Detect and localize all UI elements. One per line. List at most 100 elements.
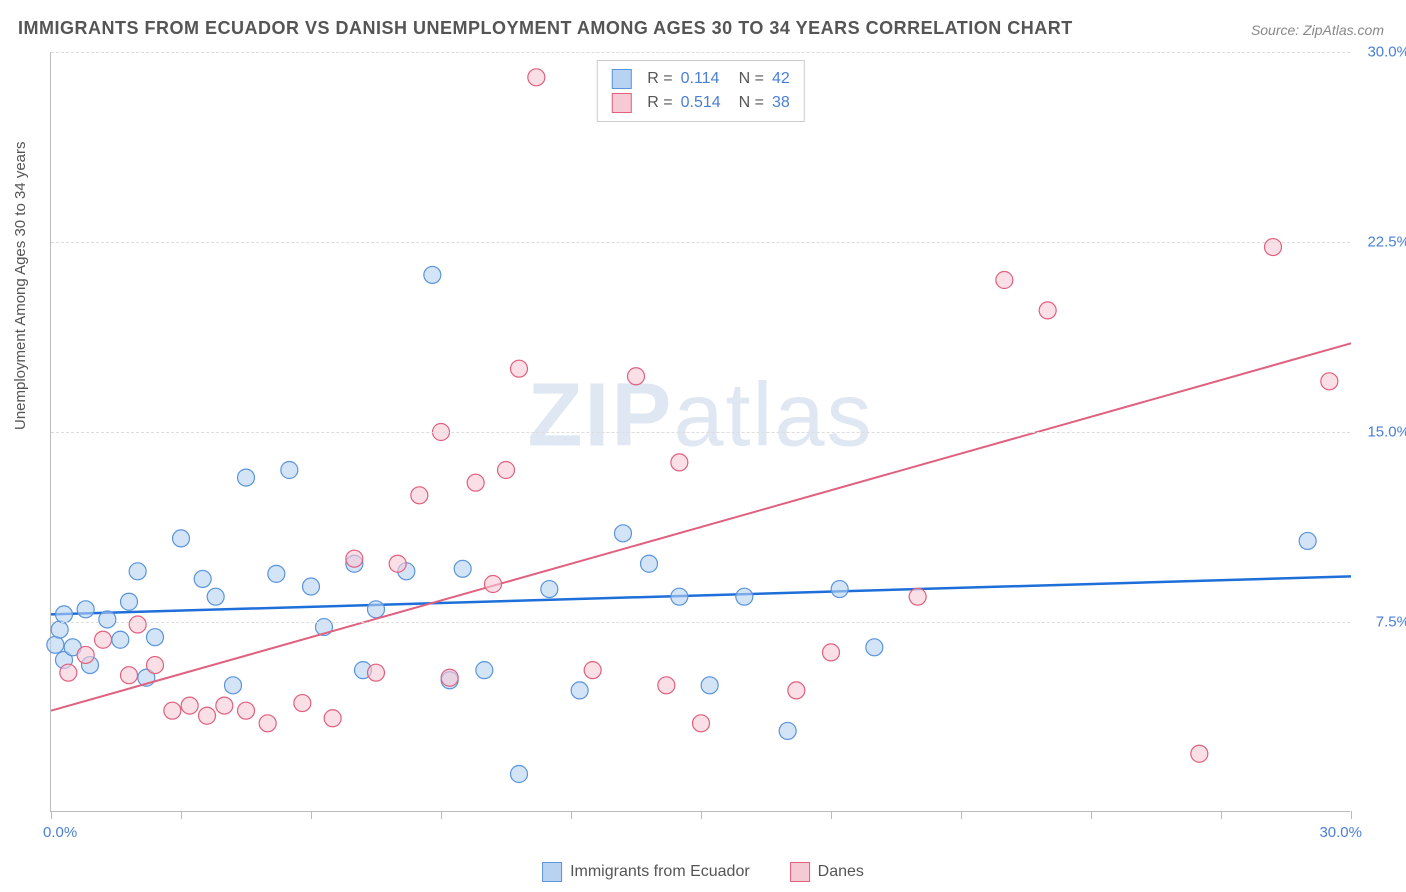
data-point — [259, 715, 276, 732]
gridline — [51, 52, 1350, 53]
y-tick-label: 30.0% — [1355, 44, 1406, 61]
data-point — [1191, 745, 1208, 762]
data-point — [498, 462, 515, 479]
data-point — [424, 266, 441, 283]
legend-r-value: 0.514 — [681, 94, 731, 112]
data-point — [693, 715, 710, 732]
data-point — [121, 667, 138, 684]
data-point — [216, 697, 233, 714]
chart-title: IMMIGRANTS FROM ECUADOR VS DANISH UNEMPL… — [18, 18, 1073, 39]
data-point — [121, 593, 138, 610]
data-point — [368, 664, 385, 681]
data-point — [47, 636, 64, 653]
data-point — [303, 578, 320, 595]
data-point — [641, 555, 658, 572]
legend-n-label: N = — [739, 70, 764, 88]
data-point — [511, 766, 528, 783]
y-axis-label: Unemployment Among Ages 30 to 34 years — [12, 141, 29, 430]
legend-n-label: N = — [739, 94, 764, 112]
data-point — [56, 606, 73, 623]
data-point — [238, 702, 255, 719]
data-point — [324, 710, 341, 727]
data-point — [99, 611, 116, 628]
data-point — [788, 682, 805, 699]
data-point — [866, 639, 883, 656]
data-point — [1299, 532, 1316, 549]
legend-n-value: 42 — [772, 70, 790, 88]
x-tick — [181, 811, 182, 819]
data-point — [368, 601, 385, 618]
legend-row: R = 0.514 N = 38 — [611, 91, 789, 115]
legend-item: Immigrants from Ecuador — [542, 862, 750, 882]
data-point — [736, 588, 753, 605]
data-point — [476, 662, 493, 679]
x-tick — [571, 811, 572, 819]
legend-item-label: Immigrants from Ecuador — [570, 863, 750, 880]
data-point — [511, 360, 528, 377]
x-tick — [441, 811, 442, 819]
x-tick — [701, 811, 702, 819]
data-point — [389, 555, 406, 572]
data-point — [628, 368, 645, 385]
data-point — [831, 581, 848, 598]
data-point — [467, 474, 484, 491]
data-point — [95, 631, 112, 648]
data-point — [454, 560, 471, 577]
data-point — [268, 565, 285, 582]
data-point — [281, 462, 298, 479]
x-tick — [311, 811, 312, 819]
correlation-legend: R = 0.114 N = 42 R = 0.514 N = 38 — [596, 60, 804, 122]
y-tick-label: 7.5% — [1355, 614, 1406, 631]
data-point — [194, 570, 211, 587]
x-axis-max-label: 30.0% — [1319, 824, 1362, 841]
legend-item: Danes — [790, 862, 864, 882]
data-point — [701, 677, 718, 694]
data-point — [411, 487, 428, 504]
data-point — [51, 621, 68, 638]
data-point — [541, 581, 558, 598]
x-tick — [831, 811, 832, 819]
trend-line — [51, 576, 1351, 614]
legend-r-label: R = — [647, 94, 672, 112]
data-point — [346, 550, 363, 567]
data-point — [571, 682, 588, 699]
data-point — [173, 530, 190, 547]
data-point — [199, 707, 216, 724]
data-point — [779, 722, 796, 739]
data-point — [615, 525, 632, 542]
data-point — [671, 454, 688, 471]
data-point — [294, 695, 311, 712]
data-point — [909, 588, 926, 605]
data-point — [528, 69, 545, 86]
legend-n-value: 38 — [772, 94, 790, 112]
y-tick-label: 22.5% — [1355, 234, 1406, 251]
gridline — [51, 242, 1350, 243]
legend-r-value: 0.114 — [681, 70, 731, 88]
series-legend: Immigrants from Ecuador Danes — [542, 862, 864, 882]
data-point — [207, 588, 224, 605]
data-point — [1321, 373, 1338, 390]
data-point — [823, 644, 840, 661]
data-point — [129, 616, 146, 633]
data-point — [671, 588, 688, 605]
data-point — [658, 677, 675, 694]
source-attribution: Source: ZipAtlas.com — [1251, 22, 1384, 38]
data-point — [112, 631, 129, 648]
trend-line — [51, 343, 1351, 710]
data-point — [485, 576, 502, 593]
data-point — [147, 629, 164, 646]
data-point — [147, 657, 164, 674]
legend-item-label: Danes — [818, 863, 864, 880]
data-point — [60, 664, 77, 681]
plot-area: ZIPatlas R = 0.114 N = 42 R = 0.514 N = … — [50, 52, 1350, 812]
data-point — [996, 272, 1013, 289]
legend-swatch-icon — [542, 862, 562, 882]
x-axis-min-label: 0.0% — [43, 824, 77, 841]
x-tick — [961, 811, 962, 819]
legend-swatch-icon — [611, 93, 631, 113]
legend-row: R = 0.114 N = 42 — [611, 67, 789, 91]
data-point — [1039, 302, 1056, 319]
data-point — [181, 697, 198, 714]
legend-swatch-icon — [611, 69, 631, 89]
data-point — [164, 702, 181, 719]
